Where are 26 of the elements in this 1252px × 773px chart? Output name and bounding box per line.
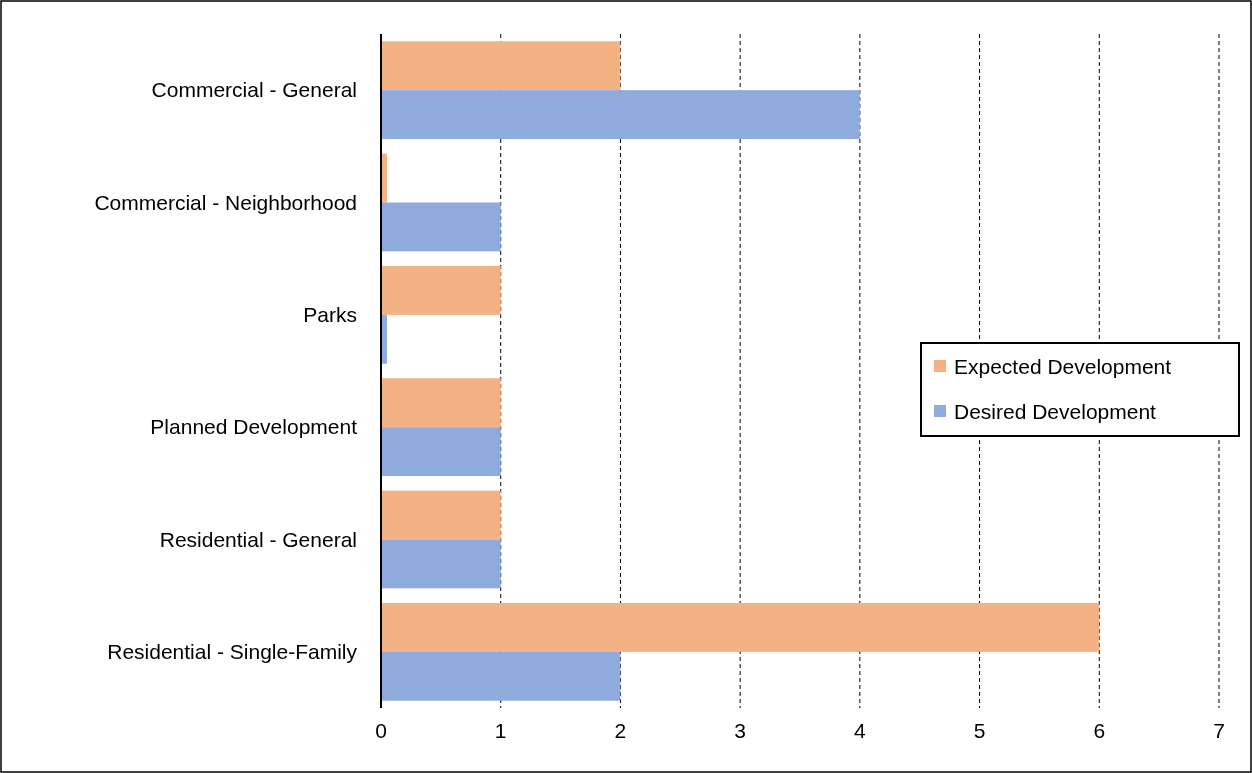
bar [381,265,501,315]
y-tick-label: Residential - Single-Family [107,639,358,663]
x-tick-label: 0 [375,719,387,742]
x-tick-label: 7 [1213,719,1225,742]
legend-label: Desired Development [954,400,1157,423]
x-tick-label: 3 [734,719,746,742]
y-tick-label: Parks [303,302,357,326]
y-tick-label: Residential - General [159,527,357,551]
y-tick-label: Commercial - Neighborhood [94,190,357,214]
x-tick-label: 1 [494,719,507,742]
bar [381,651,621,701]
bar [381,202,501,252]
legend-label: Expected Development [954,355,1172,378]
y-tick-label: Planned Development [150,415,358,439]
x-tick-label: 5 [973,719,986,742]
bar [381,378,501,428]
y-tick-label: Commercial - General [151,78,357,102]
bar [381,41,621,91]
x-tick-label: 2 [614,719,627,742]
x-tick-label: 6 [1093,719,1106,742]
bar [381,427,501,477]
bar [381,539,501,589]
bar [381,490,501,540]
bar [381,90,860,140]
x-tick-label: 4 [854,719,867,742]
bar [381,602,1100,652]
